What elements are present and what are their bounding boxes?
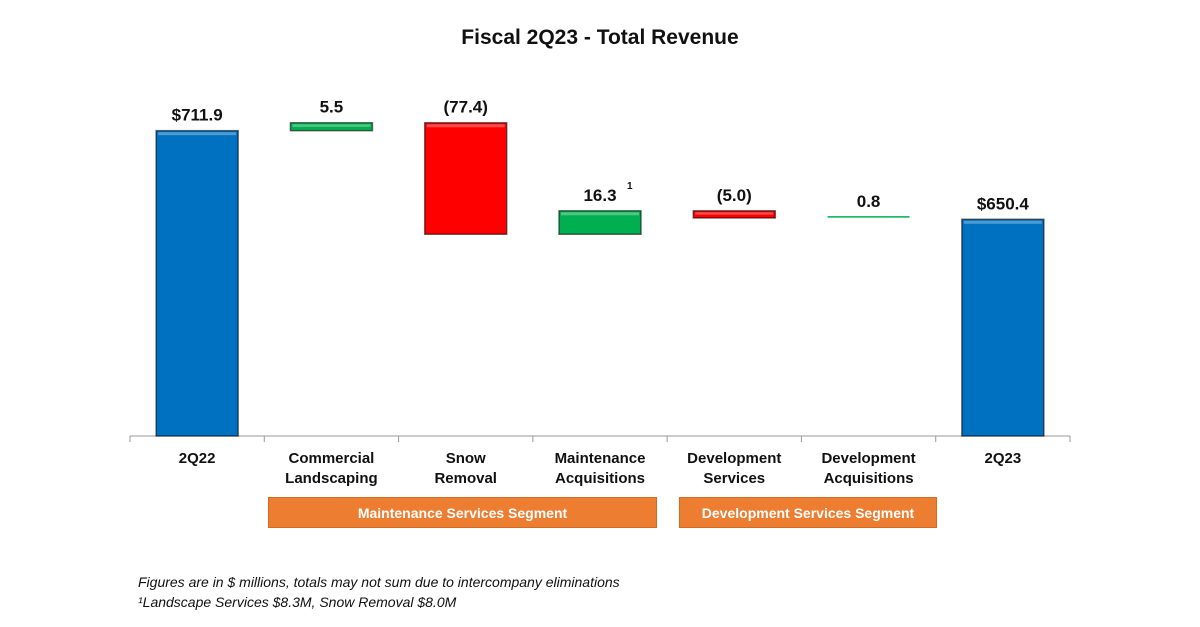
bar: [692, 210, 777, 219]
category-label: Acquisitions: [824, 470, 914, 487]
bar-highlight: [292, 124, 371, 127]
data-label: $650.4: [977, 194, 1030, 213]
data-label: (5.0): [717, 186, 752, 205]
category-label: Snow: [446, 450, 486, 467]
data-label: 0.8: [857, 192, 881, 211]
bar: [961, 218, 1045, 437]
category-label: Development: [821, 450, 915, 467]
data-label: (77.4): [444, 98, 488, 117]
maintenance-segment-label: Maintenance Services Segment: [268, 497, 657, 528]
bar-highlight: [561, 212, 639, 216]
category-label: Development: [687, 450, 781, 467]
bar: [289, 121, 374, 132]
category-label: Commercial: [288, 450, 374, 467]
bar-highlight: [695, 212, 774, 215]
bar-highlight: [158, 132, 237, 136]
data-label: $711.9: [172, 106, 223, 125]
bar-highlight: [963, 220, 1042, 224]
category-label: 2Q22: [179, 450, 216, 467]
development-segment-label: Development Services Segment: [679, 497, 937, 528]
category-label: 2Q23: [985, 450, 1022, 467]
category-label: Landscaping: [285, 470, 378, 487]
data-label: 5.5: [320, 98, 344, 117]
data-label-superscript: 1: [627, 181, 633, 192]
category-label: Services: [703, 470, 765, 487]
data-label: 16.3: [583, 186, 616, 205]
bar: [423, 121, 508, 236]
footnote-figures: Figures are in $ millions, totals may no…: [138, 574, 620, 590]
footnote-1: ¹Landscape Services $8.3M, Snow Removal …: [138, 594, 457, 610]
bar: [155, 129, 239, 437]
category-label: Removal: [434, 470, 497, 487]
category-label: Maintenance: [555, 450, 646, 467]
category-label: Acquisitions: [555, 470, 645, 487]
bar-highlight: [426, 124, 505, 128]
chart-title: Fiscal 2Q23 - Total Revenue: [461, 26, 739, 49]
bar: [558, 210, 642, 236]
